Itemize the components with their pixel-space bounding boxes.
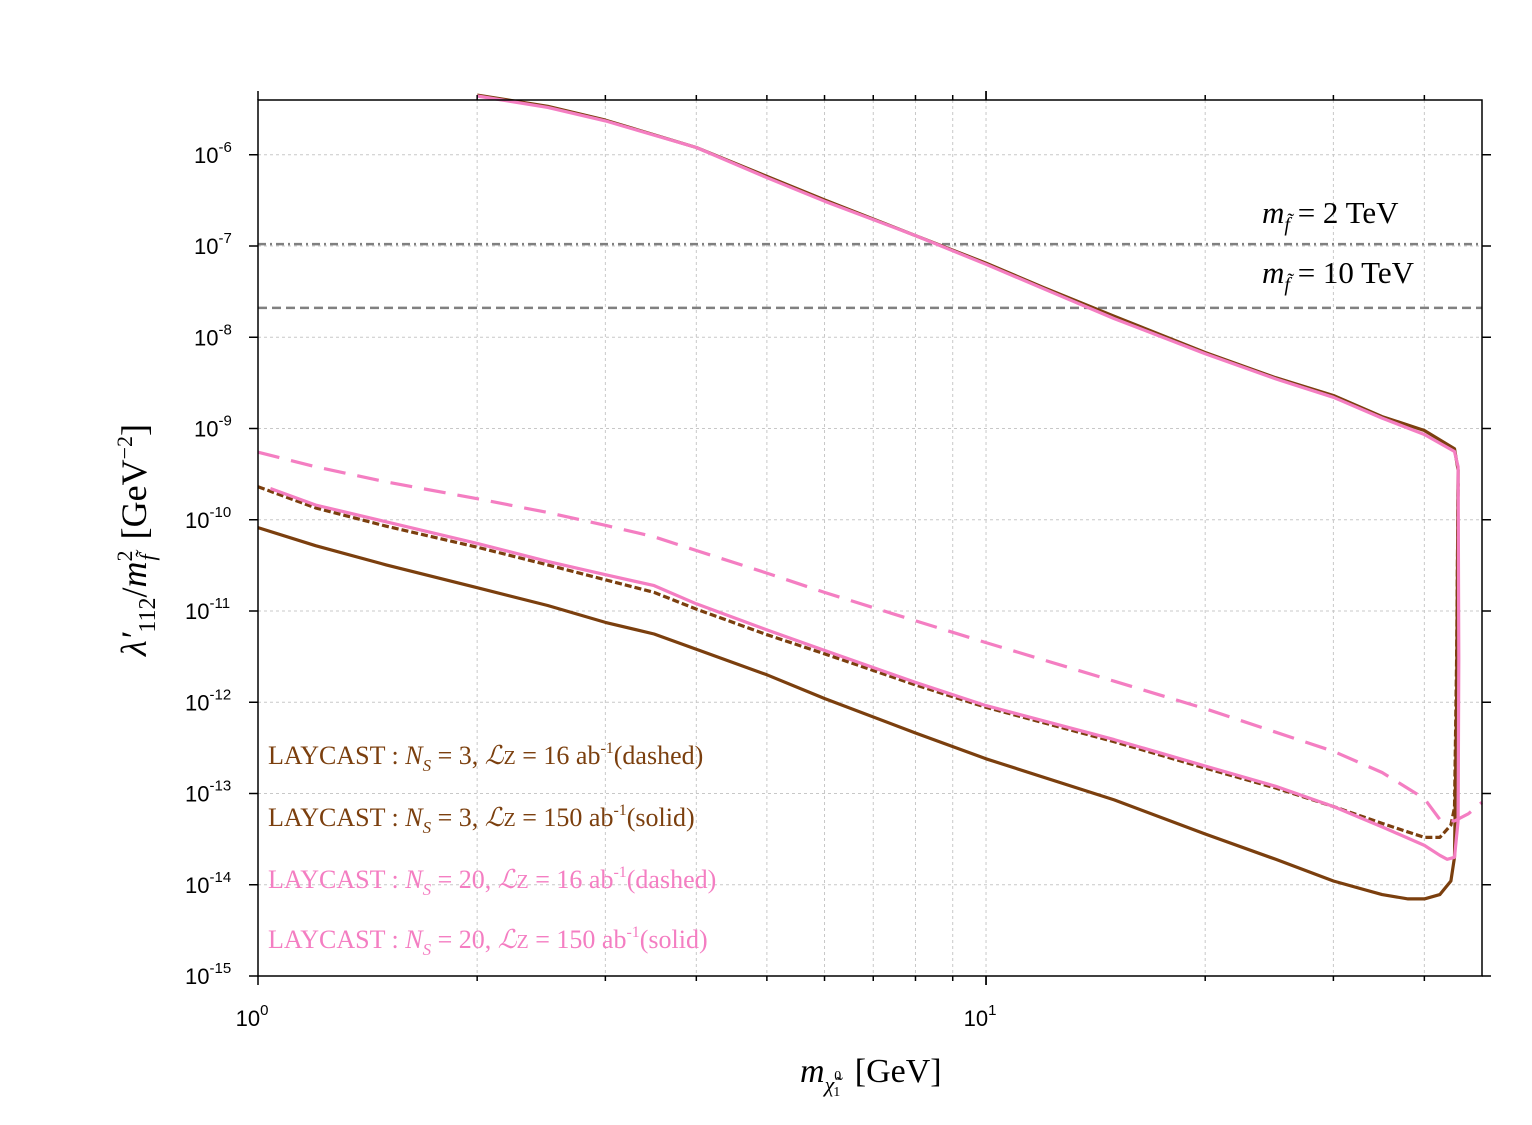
y-tick-label: 10-10 [185, 504, 231, 533]
series-line-3 [257, 450, 1484, 823]
y-tick-label: 10-11 [185, 595, 230, 624]
y-tick-label: 10-15 [185, 960, 231, 989]
series-layer [257, 93, 1484, 901]
series-line-4 [269, 94, 1461, 861]
y-tick-label: 10-9 [194, 413, 232, 442]
axes: 100 101 10-6 10-7 10-8 10-9 10-10 10-11 10-12 10-… [185, 91, 1491, 1031]
y-axis-label: λ′112/m2f̃ [GeV−2] [112, 424, 161, 657]
reference-label-1: mf̃ = 2 TeV [1262, 195, 1399, 236]
legend-item-1: LAYCAST : NS = 3, ℒZ = 16 ab-1(dashed) [268, 740, 703, 775]
x-tick-label: 101 [964, 1002, 997, 1031]
y-tick-label: 10-12 [185, 686, 231, 715]
reference-lines [258, 242, 1482, 310]
legend-item-2: LAYCAST : NS = 3, ℒZ = 150 ab-1(solid) [268, 802, 695, 837]
x-axis-label: mχ̃0 1 [GeV] [800, 1053, 942, 1100]
y-tick-label: 10-8 [194, 321, 232, 350]
series-line-1 [257, 483, 1460, 839]
y-tick-label: 10-14 [185, 869, 231, 898]
legend-item-4: LAYCAST : NS = 20, ℒZ = 150 ab-1(solid) [268, 924, 708, 959]
labels: mf̃ = 2 TeV mf̃ = 10 TeV LAYCAST : NS = 3,… [112, 195, 1415, 1100]
y-tick-label: 10-13 [185, 778, 231, 807]
y-tick-label: 10-7 [194, 230, 232, 259]
x-tick-label: 100 [236, 1002, 269, 1031]
grid [258, 100, 1482, 976]
reference-label-2: mf̃ = 10 TeV [1262, 255, 1415, 296]
y-axis-label-text: λ′112/m2f̃ [GeV−2] [112, 424, 161, 657]
y-tick-label: 10-6 [194, 139, 232, 168]
legend-item-3: LAYCAST : NS = 20, ℒZ = 16 ab-1(dashed) [268, 864, 716, 899]
plot-frame [257, 99, 1483, 977]
